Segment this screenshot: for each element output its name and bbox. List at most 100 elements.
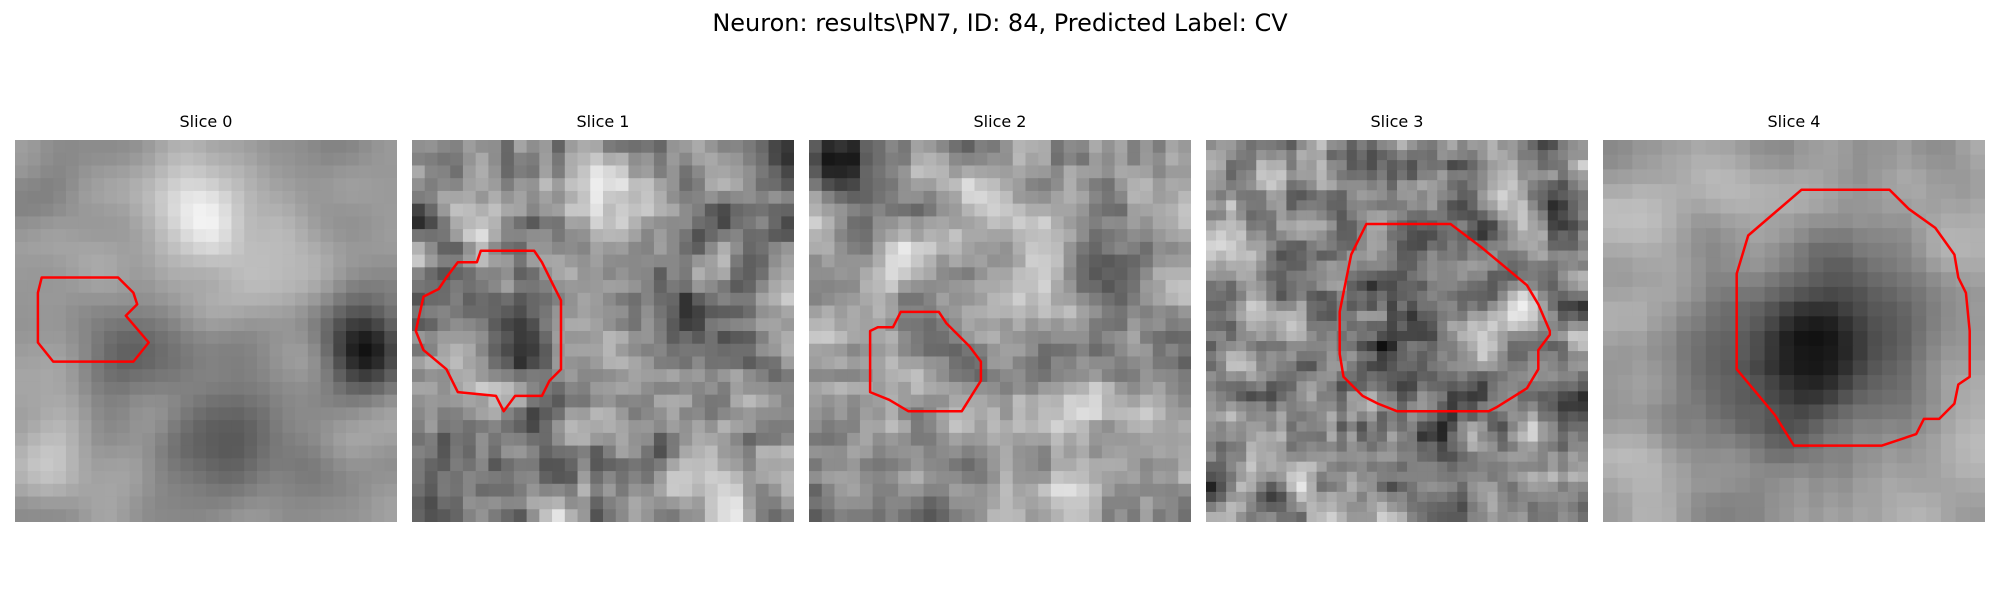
image-pixel (1178, 394, 1191, 408)
image-pixel (27, 509, 42, 522)
image-pixel (615, 305, 630, 319)
image-pixel (307, 178, 322, 192)
image-pixel (1376, 200, 1388, 211)
image-pixel (1366, 190, 1378, 201)
image-pixel (1547, 240, 1559, 252)
image-pixel (358, 458, 373, 472)
image-pixel (320, 190, 334, 205)
image-pixel (206, 267, 220, 281)
image-pixel (1346, 140, 1358, 151)
image-pixel (488, 471, 502, 485)
image-pixel (961, 216, 976, 230)
image-pixel (206, 509, 220, 522)
image-pixel (1838, 213, 1854, 229)
image-pixel (1467, 381, 1479, 392)
image-pixel (1537, 461, 1549, 473)
image-pixel (256, 343, 271, 358)
image-pixel (1882, 301, 1898, 317)
image-pixel (1467, 190, 1479, 201)
image-pixel (1487, 461, 1499, 473)
image-pixel (1735, 404, 1751, 420)
image-pixel (910, 292, 925, 307)
image-pixel (501, 241, 515, 256)
image-pixel (1507, 491, 1519, 503)
image-pixel (1286, 381, 1298, 392)
image-pixel (1427, 200, 1438, 211)
image-pixel (1063, 190, 1077, 205)
image-pixel (333, 305, 347, 319)
image-pixel (307, 241, 322, 256)
image-pixel (1226, 200, 1237, 211)
image-pixel (603, 229, 617, 243)
image-pixel (1256, 471, 1267, 483)
image-pixel (1316, 421, 1328, 433)
image-pixel (180, 140, 194, 154)
image-pixel (218, 407, 233, 421)
image-pixel (27, 229, 42, 243)
image-pixel (1867, 345, 1883, 361)
image-pixel (910, 280, 925, 294)
image-pixel (40, 203, 54, 217)
image-pixel (1517, 391, 1529, 402)
image-pixel (679, 267, 693, 281)
image-pixel (666, 369, 680, 383)
image-pixel (358, 407, 373, 421)
image-pixel (1577, 190, 1588, 201)
image-pixel (1661, 301, 1678, 317)
image-pixel (1487, 391, 1499, 402)
image-pixel (1266, 260, 1277, 272)
image-pixel (27, 203, 42, 217)
image-pixel (1467, 421, 1479, 433)
image-pixel (1447, 421, 1458, 433)
image-pixel (450, 483, 464, 498)
image-pixel (1326, 160, 1338, 171)
image-pixel (513, 343, 528, 358)
image-pixel (78, 241, 92, 256)
image-pixel (590, 203, 604, 217)
image-pixel (1477, 240, 1489, 252)
image-pixel (1366, 511, 1378, 522)
image-pixel (1246, 240, 1257, 252)
image-pixel (78, 420, 92, 434)
image-pixel (475, 483, 489, 498)
image-pixel (1226, 250, 1237, 262)
image-pixel (1507, 511, 1519, 522)
image-pixel (666, 420, 680, 434)
image-pixel (898, 267, 912, 281)
image-pixel (384, 178, 397, 192)
image-pixel (1178, 381, 1191, 396)
image-pixel (526, 483, 540, 498)
image-pixel (692, 496, 706, 510)
image-pixel (1567, 150, 1579, 161)
image-pixel (834, 445, 848, 459)
image-pixel (1025, 509, 1039, 522)
image-pixel (923, 178, 937, 192)
image-pixel (358, 343, 373, 358)
image-pixel (1397, 461, 1408, 473)
image-pixel (1779, 419, 1795, 435)
image-pixel (1547, 371, 1559, 382)
image-pixel (1497, 461, 1509, 473)
image-pixel (295, 318, 309, 332)
image-pixel (1356, 511, 1368, 522)
image-pixel (1386, 230, 1398, 242)
image-pixel (1779, 316, 1795, 332)
image-pixel (577, 458, 591, 472)
image-pixel (424, 241, 439, 256)
image-pixel (1063, 165, 1077, 179)
image-pixel (1779, 286, 1795, 303)
image-pixel (1256, 511, 1267, 522)
image-pixel (679, 356, 693, 370)
image-pixel (653, 407, 668, 421)
image-pixel (1735, 492, 1751, 508)
image-pixel (1647, 375, 1663, 391)
image-pixel (641, 432, 655, 447)
image-pixel (768, 140, 782, 154)
image-pixel (834, 509, 848, 522)
image-pixel (295, 280, 309, 294)
image-pixel (437, 496, 451, 510)
image-pixel (1467, 501, 1479, 513)
image-pixel (1647, 301, 1663, 317)
image-pixel (244, 190, 258, 205)
image-pixel (437, 432, 451, 447)
